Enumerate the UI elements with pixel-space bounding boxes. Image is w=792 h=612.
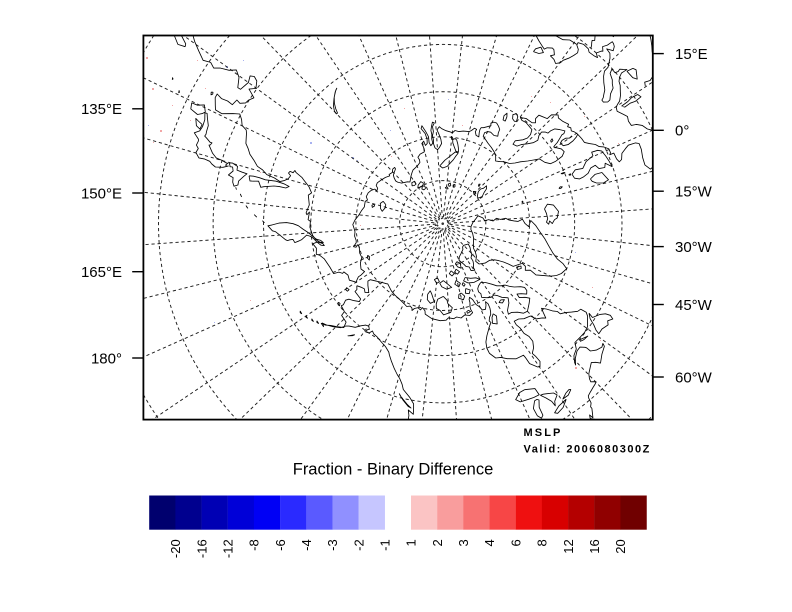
svg-text:2: 2: [430, 539, 445, 546]
svg-text:-2: -2: [351, 539, 366, 551]
svg-text:-16: -16: [194, 539, 209, 558]
svg-text:-4: -4: [299, 539, 314, 551]
svg-text:Fraction - Binary Difference: Fraction - Binary Difference: [293, 461, 494, 479]
svg-text:20: 20: [613, 539, 628, 553]
svg-text:8: 8: [535, 539, 550, 546]
svg-text:45°W: 45°W: [675, 297, 713, 314]
svg-text:MSLP: MSLP: [524, 427, 563, 439]
svg-text:1: 1: [404, 539, 419, 546]
svg-text:150°E: 150°E: [81, 185, 122, 202]
svg-text:6: 6: [508, 539, 523, 546]
svg-text:135°E: 135°E: [81, 101, 122, 118]
svg-text:15°E: 15°E: [675, 46, 708, 63]
svg-text:-1: -1: [378, 539, 393, 551]
svg-text:60°W: 60°W: [675, 369, 713, 386]
svg-text:-3: -3: [325, 539, 340, 551]
svg-text:-6: -6: [273, 539, 288, 551]
svg-text:4: 4: [482, 539, 497, 546]
svg-text:-20: -20: [168, 539, 183, 558]
svg-text:15°W: 15°W: [675, 184, 713, 201]
svg-text:-8: -8: [247, 539, 262, 551]
svg-text:180°: 180°: [91, 350, 122, 367]
svg-text:30°W: 30°W: [675, 239, 713, 256]
svg-text:Valid: 2006080300Z: Valid: 2006080300Z: [524, 443, 651, 455]
svg-text:3: 3: [456, 539, 471, 546]
svg-text:165°E: 165°E: [81, 264, 122, 281]
svg-text:16: 16: [587, 539, 602, 553]
svg-text:12: 12: [561, 539, 576, 553]
svg-text:-12: -12: [220, 539, 235, 558]
svg-text:0°: 0°: [675, 123, 689, 140]
